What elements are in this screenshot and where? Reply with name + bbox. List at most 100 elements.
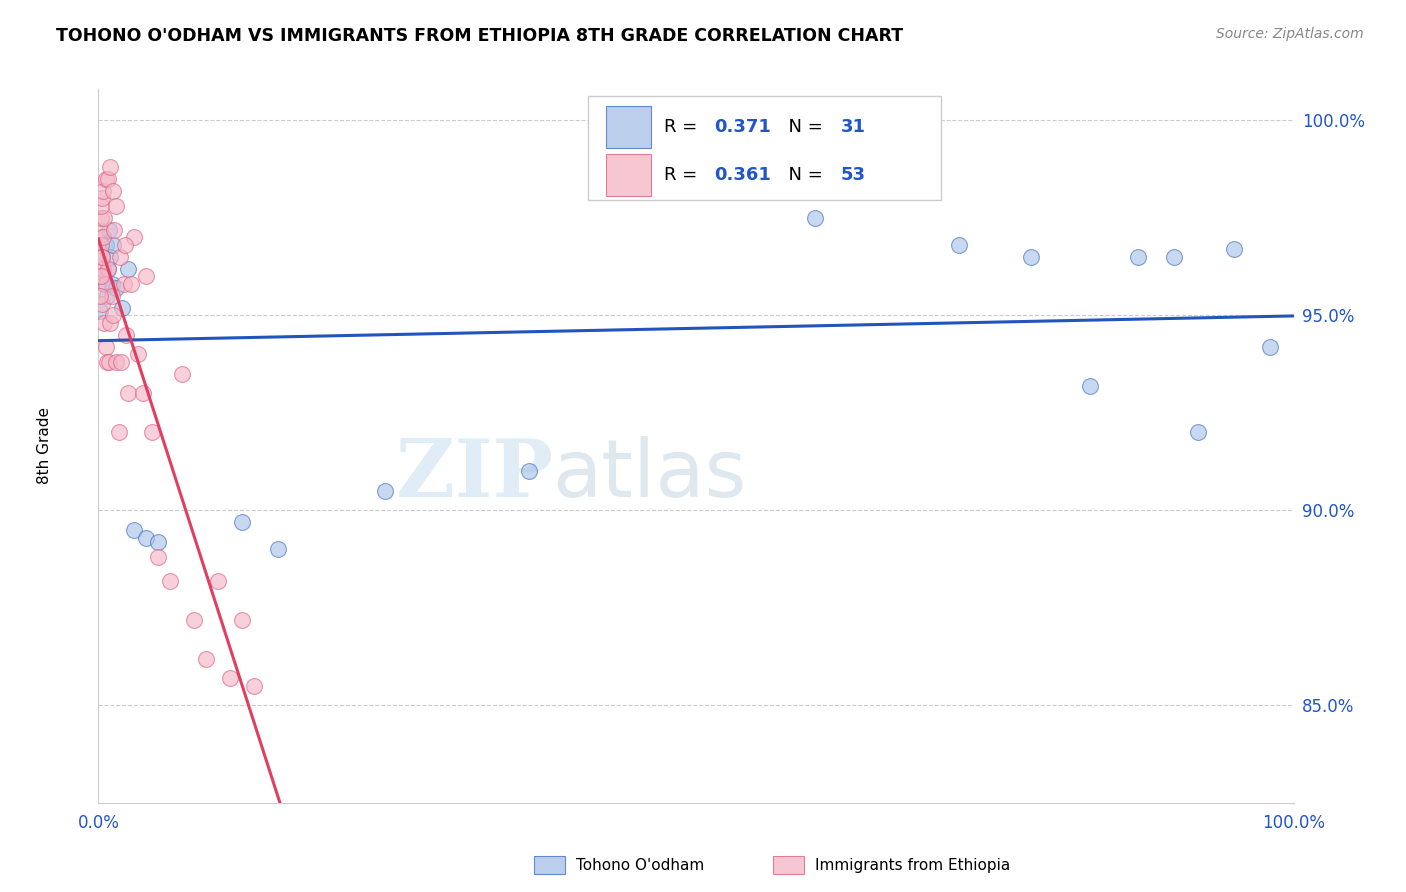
Point — [91, 296, 114, 310]
Point — [90, 250, 112, 264]
Point — [1258, 340, 1281, 354]
Point — [127, 347, 149, 361]
Point — [97, 172, 120, 186]
Text: 8th Grade: 8th Grade — [37, 408, 52, 484]
Point — [105, 281, 128, 295]
Point — [93, 277, 115, 292]
Point — [90, 269, 112, 284]
Point — [804, 211, 827, 225]
Point — [91, 269, 114, 284]
Point — [231, 515, 253, 529]
Point — [120, 277, 142, 292]
Point — [91, 261, 114, 276]
Point — [148, 550, 170, 565]
Text: 53: 53 — [841, 166, 866, 184]
Point — [1128, 250, 1150, 264]
Point — [97, 261, 120, 276]
Point — [91, 250, 114, 264]
Point — [90, 238, 112, 252]
Point — [97, 261, 120, 276]
Point — [98, 316, 122, 330]
Point — [91, 230, 114, 244]
Point — [1080, 378, 1102, 392]
Text: R =: R = — [664, 166, 703, 184]
Point — [101, 309, 124, 323]
Point — [207, 574, 229, 588]
Point — [1019, 250, 1042, 264]
Point — [96, 355, 118, 369]
Point — [111, 301, 134, 315]
FancyBboxPatch shape — [606, 153, 651, 196]
Point — [267, 542, 290, 557]
Point — [219, 671, 242, 685]
Point — [91, 250, 114, 264]
Point — [131, 386, 153, 401]
Point — [90, 199, 112, 213]
Point — [94, 238, 117, 252]
Point — [91, 184, 114, 198]
Point — [135, 269, 157, 284]
Text: 31: 31 — [841, 118, 866, 136]
Point — [1223, 242, 1246, 256]
Point — [89, 304, 111, 318]
Point — [108, 250, 131, 264]
Point — [159, 574, 181, 588]
Text: N =: N = — [778, 118, 828, 136]
Point — [105, 199, 128, 213]
Point — [243, 679, 266, 693]
Point — [90, 211, 112, 225]
Point — [101, 238, 124, 252]
Text: Tohono O'odham: Tohono O'odham — [576, 858, 704, 872]
Point — [112, 277, 135, 292]
FancyBboxPatch shape — [606, 106, 651, 148]
FancyBboxPatch shape — [589, 96, 941, 200]
Text: 0.361: 0.361 — [714, 166, 770, 184]
Point — [374, 483, 396, 498]
Point — [117, 386, 139, 401]
Point — [105, 355, 128, 369]
Point — [195, 651, 218, 665]
Point — [114, 238, 136, 252]
Point — [93, 316, 115, 330]
Text: atlas: atlas — [553, 435, 747, 514]
Point — [98, 160, 122, 174]
Point — [135, 531, 157, 545]
Text: R =: R = — [664, 118, 703, 136]
Point — [172, 367, 194, 381]
Point — [517, 464, 540, 478]
Point — [148, 534, 170, 549]
Point — [183, 613, 205, 627]
Point — [101, 184, 124, 198]
Point — [91, 191, 114, 205]
Point — [124, 523, 146, 537]
Point — [948, 238, 970, 252]
Point — [94, 340, 117, 354]
Point — [89, 269, 111, 284]
Point — [231, 613, 253, 627]
Point — [110, 355, 132, 369]
Point — [100, 289, 122, 303]
Point — [100, 277, 122, 292]
Point — [98, 355, 121, 369]
Point — [98, 250, 122, 264]
Point — [93, 211, 115, 225]
Point — [89, 222, 111, 236]
Point — [94, 277, 117, 292]
Point — [124, 230, 146, 244]
Point — [117, 261, 139, 276]
Point — [115, 327, 138, 342]
Text: Immigrants from Ethiopia: Immigrants from Ethiopia — [815, 858, 1011, 872]
Text: 0.371: 0.371 — [714, 118, 770, 136]
Point — [1187, 425, 1209, 440]
Text: ZIP: ZIP — [395, 435, 553, 514]
Point — [89, 289, 111, 303]
Point — [96, 289, 118, 303]
Point — [98, 222, 121, 236]
Point — [107, 425, 129, 440]
Point — [1163, 250, 1185, 264]
Point — [94, 172, 117, 186]
Text: N =: N = — [778, 166, 828, 184]
Text: Source: ZipAtlas.com: Source: ZipAtlas.com — [1216, 27, 1364, 41]
Text: TOHONO O'ODHAM VS IMMIGRANTS FROM ETHIOPIA 8TH GRADE CORRELATION CHART: TOHONO O'ODHAM VS IMMIGRANTS FROM ETHIOP… — [56, 27, 904, 45]
Point — [103, 222, 125, 236]
